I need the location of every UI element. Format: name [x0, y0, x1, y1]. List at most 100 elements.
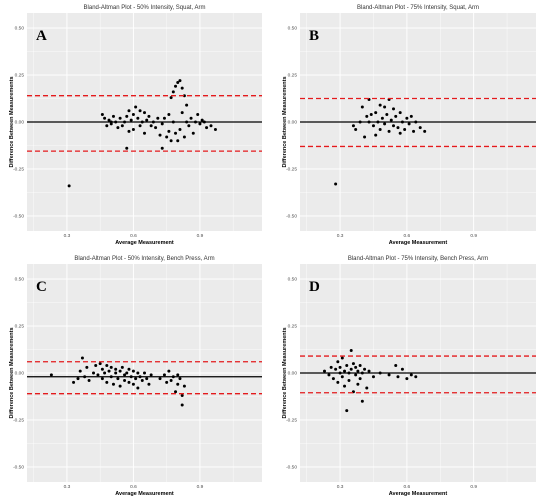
x-axis-title: Average Measurement [115, 491, 174, 497]
data-point [398, 131, 402, 135]
data-point [174, 131, 178, 135]
data-point [127, 380, 131, 384]
data-point [347, 379, 351, 383]
y-tick-label: 0.25 [15, 73, 25, 79]
chart-title: Bland-Altman Plot - 50% Intensity, Bench… [74, 256, 214, 262]
panel-letter: C [36, 279, 47, 295]
data-point [363, 135, 367, 139]
data-point [109, 122, 113, 126]
panel-letter: B [309, 28, 319, 44]
data-point [356, 382, 360, 386]
x-axis-title: Average Measurement [389, 491, 448, 497]
data-point [67, 184, 71, 188]
data-point [180, 111, 184, 115]
data-point [156, 116, 160, 120]
data-point [176, 382, 180, 386]
x-axis-title: Average Measurement [115, 240, 174, 246]
data-point [403, 128, 407, 132]
data-point [336, 380, 340, 384]
data-point [351, 124, 355, 128]
data-point [80, 356, 84, 360]
x-tick-label: 0.9 [470, 484, 477, 490]
y-tick-label: 0.00 [288, 120, 298, 126]
data-point [111, 114, 115, 118]
data-point [387, 373, 391, 377]
data-point [209, 124, 213, 128]
data-point [149, 373, 153, 377]
panel-letter: D [309, 279, 320, 295]
data-point [134, 377, 138, 381]
data-point [396, 375, 400, 379]
data-point [405, 116, 409, 120]
data-point [414, 375, 418, 379]
data-point [116, 126, 120, 130]
data-point [162, 116, 166, 120]
data-point [136, 371, 140, 375]
y-tick-label: -0.25 [13, 418, 24, 424]
data-point [180, 86, 184, 90]
data-point [167, 112, 171, 116]
x-tick-label: 0.9 [197, 233, 204, 239]
y-tick-label: 0.00 [15, 120, 25, 126]
data-point [49, 373, 53, 377]
y-tick-label: -0.50 [13, 465, 24, 471]
data-point [109, 365, 113, 369]
data-point [322, 369, 326, 373]
data-point [160, 146, 164, 150]
data-point [120, 365, 124, 369]
x-tick-label: 0.3 [337, 233, 344, 239]
data-point [423, 129, 427, 133]
data-point [409, 114, 413, 118]
data-point [178, 79, 182, 83]
data-point [412, 129, 416, 133]
data-point [389, 118, 393, 122]
data-point [356, 369, 360, 373]
chart-title: Bland-Altman Plot - 50% Intensity, Squat… [84, 5, 206, 11]
data-point [167, 129, 171, 133]
data-point [125, 114, 129, 118]
data-point [98, 362, 102, 366]
data-point [200, 118, 204, 122]
data-point [123, 379, 127, 383]
data-point [176, 139, 180, 143]
data-point [182, 384, 186, 388]
data-point [398, 111, 402, 115]
data-point [371, 124, 375, 128]
data-point [185, 103, 189, 107]
data-point [169, 139, 173, 143]
y-tick-label: 0.25 [288, 324, 298, 330]
data-point [147, 114, 151, 118]
y-tick-label: 0.25 [288, 73, 298, 79]
data-point [354, 365, 358, 369]
panel-c: 0.3 0.6 0.9 -0.50 -0.25 0.00 0.25 0.50 Bland-Alt… [9, 256, 262, 497]
data-point [143, 371, 146, 375]
data-point [340, 356, 344, 360]
data-point [418, 126, 422, 130]
data-point [165, 380, 169, 384]
data-point [392, 107, 396, 111]
data-point [145, 118, 149, 122]
x-tick-label: 0.3 [337, 484, 344, 490]
data-point [100, 367, 104, 371]
data-point [213, 128, 217, 132]
x-axis-title: Average Measurement [389, 240, 448, 246]
data-point [180, 403, 184, 407]
y-tick-label: -0.50 [13, 214, 24, 220]
data-point [105, 363, 109, 367]
data-point [407, 122, 411, 126]
data-point [182, 94, 186, 98]
data-point [162, 373, 166, 377]
data-point [380, 116, 384, 120]
y-axis-title: Difference Between Measurements [9, 76, 15, 167]
data-point [174, 84, 178, 88]
data-point [149, 124, 153, 128]
data-point [365, 386, 369, 390]
data-point [351, 362, 355, 366]
data-point [396, 126, 400, 130]
x-tick-label: 0.3 [64, 484, 71, 490]
data-point [120, 124, 124, 128]
data-point [85, 365, 89, 369]
data-point [143, 131, 146, 135]
data-point [107, 118, 111, 122]
chart-title: Bland-Altman Plot - 75% Intensity, Bench… [348, 256, 488, 262]
